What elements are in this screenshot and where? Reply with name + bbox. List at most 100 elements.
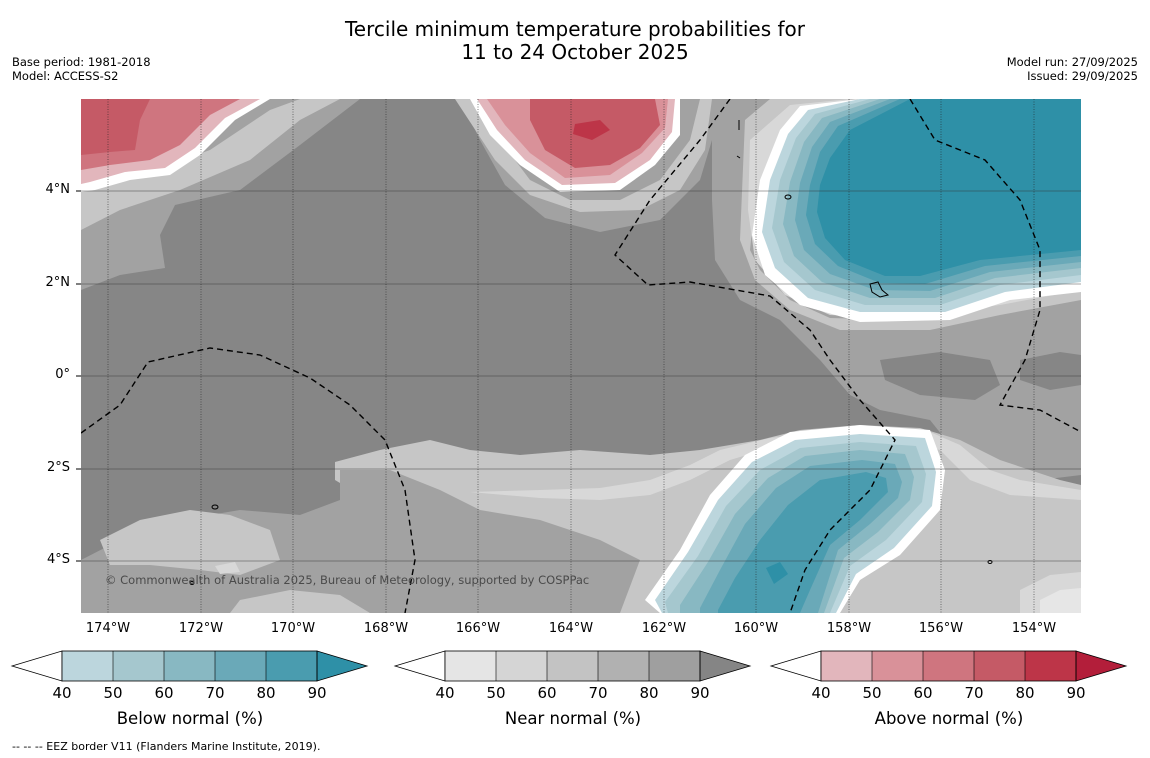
colorbar-below-normal xyxy=(10,650,369,682)
cb-near-50-60 xyxy=(496,651,547,681)
cb-above-70-80 xyxy=(974,651,1025,681)
cb-above-arrow-left xyxy=(769,650,822,682)
near-normal-70-top xyxy=(81,99,340,230)
above-normal-top-mid-80 xyxy=(573,120,610,140)
near-normal-70-bottom-left-2 xyxy=(230,590,370,613)
island-7 xyxy=(736,155,741,159)
near-normal-50-bottom-right xyxy=(1040,588,1081,613)
cb-above-tick-80: 80 xyxy=(1015,684,1035,702)
above-normal-top-left-70 xyxy=(81,99,150,155)
cb-below-arrow-left xyxy=(10,650,63,682)
colorbar-above-normal xyxy=(769,650,1128,682)
cb-above-tick-40: 40 xyxy=(811,684,831,702)
lon-label-156w: 156°W xyxy=(918,621,964,636)
island-2 xyxy=(869,281,890,298)
lon-label-174w: 174°W xyxy=(85,621,131,636)
eez-border-west xyxy=(81,347,416,613)
cb-near-tick-40: 40 xyxy=(435,684,455,702)
cb-above-60-70 xyxy=(923,651,974,681)
island-3 xyxy=(211,504,219,510)
cb-below-80-90 xyxy=(266,651,317,681)
cb-near-arrow-right xyxy=(699,650,752,682)
lon-label-158w: 158°W xyxy=(826,621,872,636)
below-normal-bottom-90 xyxy=(766,562,788,584)
island-1 xyxy=(784,194,792,200)
island-5 xyxy=(987,560,993,564)
title-line-1: Tercile minimum temperature probabilitie… xyxy=(344,17,806,41)
cb-near-arrow-left xyxy=(393,650,446,682)
lon-label-166w: 166°W xyxy=(455,621,501,636)
cb-near-tick-60: 60 xyxy=(537,684,557,702)
cb-above-title: Above normal (%) xyxy=(874,709,1024,728)
lon-label-168w: 168°W xyxy=(363,621,409,636)
near-normal-70-top-mid xyxy=(455,99,712,212)
near-normal-60-bottom-left-tiny xyxy=(215,562,240,574)
lon-label-160w: 160°W xyxy=(733,621,779,636)
meta-left: Base period: 1981-2018 Model: ACCESS-S2 xyxy=(12,55,151,83)
cb-below-tick-40: 40 xyxy=(52,684,72,702)
eez-borders xyxy=(81,99,1081,613)
lon-label-172w: 172°W xyxy=(178,621,224,636)
lat-gridlines xyxy=(81,190,1081,562)
lon-gridlines xyxy=(107,99,1035,613)
near-normal-90-right-blob-2 xyxy=(1020,352,1081,390)
below-normal-bottom-80 xyxy=(718,472,888,613)
cb-below-tick-70: 70 xyxy=(205,684,225,702)
cb-near-tick-90: 90 xyxy=(690,684,710,702)
cb-near-80-90 xyxy=(649,651,700,681)
below-normal-top-right-90 xyxy=(817,99,1081,276)
lat-label-4s: 4°S xyxy=(46,552,70,567)
cb-near-title: Near normal (%) xyxy=(504,709,642,728)
near-normal-70-bottom-left xyxy=(100,510,280,575)
cb-above-tick-50: 50 xyxy=(862,684,882,702)
colorbar-near-normal xyxy=(393,650,752,682)
meta-right: Model run: 27/09/2025 Issued: 29/09/2025 xyxy=(1007,55,1138,83)
cb-below-title: Below normal (%) xyxy=(116,709,264,728)
lat-label-2n: 2°N xyxy=(45,275,71,290)
island-4 xyxy=(189,581,195,585)
lon-label-162w: 162°W xyxy=(641,621,687,636)
copyright-notice: © Commonwealth of Australia 2025, Bureau… xyxy=(105,573,590,587)
islands xyxy=(189,120,993,585)
cb-below-40-50 xyxy=(62,651,113,681)
cb-above-tick-90: 90 xyxy=(1066,684,1086,702)
model-name: Model: ACCESS-S2 xyxy=(12,69,119,83)
cb-below-60-70 xyxy=(164,651,215,681)
cb-near-tick-70: 70 xyxy=(588,684,608,702)
lat-label-2s: 2°S xyxy=(46,460,70,475)
axis-ticks xyxy=(76,190,81,562)
cb-below-tick-80: 80 xyxy=(256,684,276,702)
cb-near-tick-80: 80 xyxy=(639,684,659,702)
title-line-2: 11 to 24 October 2025 xyxy=(461,40,689,64)
issued-date: Issued: 29/09/2025 xyxy=(1027,69,1138,83)
cb-below-70-80 xyxy=(215,651,266,681)
lon-label-164w: 164°W xyxy=(548,621,594,636)
cb-above-50-60 xyxy=(872,651,923,681)
cb-near-40-50 xyxy=(445,651,496,681)
eez-footnote: -- -- -- EEZ border V11 (Flanders Marine… xyxy=(12,740,321,753)
cb-above-arrow-right xyxy=(1075,650,1128,682)
cb-below-tick-90: 90 xyxy=(307,684,327,702)
lon-label-170w: 170°W xyxy=(270,621,316,636)
cb-above-tick-70: 70 xyxy=(964,684,984,702)
eez-border-central xyxy=(614,99,896,613)
lon-label-154w: 154°W xyxy=(1011,621,1057,636)
cb-near-60-70 xyxy=(547,651,598,681)
near-normal-60-right xyxy=(748,99,1081,318)
map-area xyxy=(81,99,1081,613)
cb-below-tick-50: 50 xyxy=(103,684,123,702)
eez-border-east xyxy=(909,99,1081,433)
lat-label-0: 0° xyxy=(55,367,70,382)
near-normal-80-bottom-mid xyxy=(81,470,640,613)
lat-label-4n: 4°N xyxy=(45,182,71,197)
chart-title: Tercile minimum temperature probabilitie… xyxy=(0,18,1150,64)
cb-below-arrow-right xyxy=(316,650,369,682)
cb-below-50-60 xyxy=(113,651,164,681)
cb-above-80-90 xyxy=(1025,651,1076,681)
base-period: Base period: 1981-2018 xyxy=(12,55,151,69)
cb-near-tick-50: 50 xyxy=(486,684,506,702)
cb-below-tick-60: 60 xyxy=(154,684,174,702)
cb-above-tick-60: 60 xyxy=(913,684,933,702)
cb-near-70-80 xyxy=(598,651,649,681)
